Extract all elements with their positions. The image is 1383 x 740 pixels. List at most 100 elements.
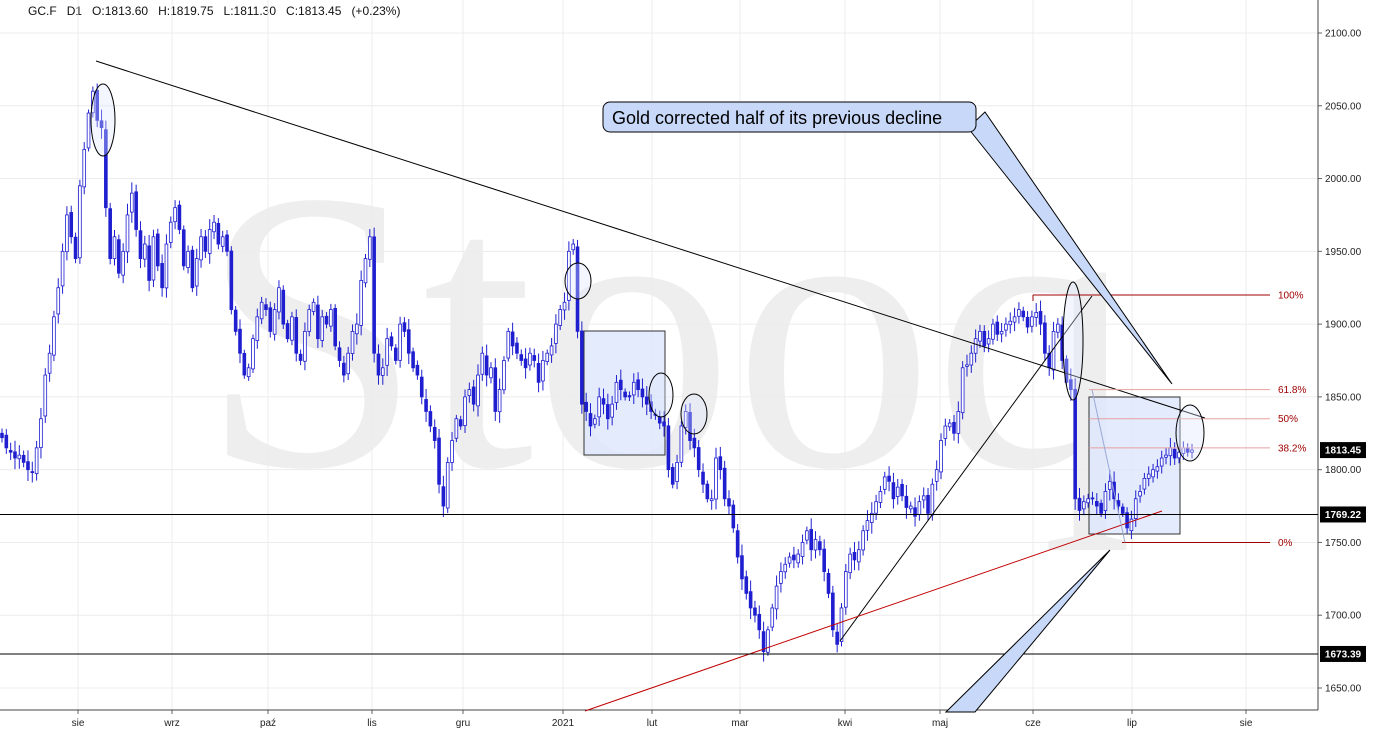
x-tick-label: sie bbox=[72, 718, 85, 729]
candle-body bbox=[173, 207, 177, 223]
candle-body bbox=[1155, 466, 1160, 472]
candle-body bbox=[986, 338, 991, 345]
candle-body bbox=[831, 592, 835, 631]
candle-body bbox=[554, 323, 558, 344]
candle-body bbox=[476, 374, 480, 407]
candle-body bbox=[147, 245, 151, 281]
candle-body bbox=[290, 316, 294, 341]
candle-body bbox=[874, 501, 878, 514]
candle-body bbox=[181, 229, 186, 267]
candle-body bbox=[536, 363, 541, 383]
candle-body bbox=[792, 554, 796, 561]
candle-body bbox=[939, 440, 943, 473]
price-tag-label: 1769.22 bbox=[1325, 510, 1362, 521]
candle-body bbox=[177, 204, 182, 230]
candle-body bbox=[1012, 316, 1017, 323]
fib-level-label: 100% bbox=[1278, 291, 1304, 302]
candle-body bbox=[242, 352, 247, 376]
price-tag-box bbox=[1320, 645, 1366, 662]
candle-body bbox=[155, 233, 160, 267]
candle-body bbox=[519, 354, 524, 361]
fib-diagonal bbox=[1091, 389, 1126, 543]
candle-body bbox=[973, 338, 978, 354]
candle-body bbox=[346, 352, 350, 375]
candle-body bbox=[493, 367, 498, 412]
candle-body bbox=[1146, 473, 1151, 479]
candle-body bbox=[640, 388, 645, 398]
candle-body bbox=[926, 494, 930, 514]
candle-body bbox=[844, 571, 848, 608]
candle-body bbox=[770, 607, 775, 628]
candle-body bbox=[727, 498, 731, 507]
candle-body bbox=[818, 541, 822, 551]
candle-body bbox=[688, 412, 692, 441]
candle-body bbox=[324, 315, 329, 325]
candle-body bbox=[372, 236, 376, 354]
highlight-ellipse bbox=[648, 372, 674, 418]
candle-body bbox=[545, 352, 550, 363]
price-tag-label: 1813.45 bbox=[1325, 446, 1362, 457]
candle-body bbox=[748, 591, 753, 609]
candle-body bbox=[878, 491, 883, 503]
highlight-ellipse bbox=[564, 262, 592, 300]
x-tick-label: 2021 bbox=[552, 718, 575, 729]
candle-body bbox=[744, 576, 749, 594]
candle-body bbox=[1064, 358, 1069, 383]
candle-body bbox=[1056, 323, 1060, 333]
candle-body bbox=[523, 358, 528, 369]
candle-body bbox=[368, 236, 372, 260]
candle-body bbox=[199, 236, 203, 261]
candle-body bbox=[450, 440, 454, 463]
candle-body bbox=[960, 367, 965, 414]
candle-body bbox=[484, 355, 489, 376]
candle-body bbox=[969, 352, 974, 366]
candle-body bbox=[528, 352, 532, 366]
candle-body bbox=[580, 330, 584, 405]
candle-body bbox=[813, 539, 818, 551]
highlight-ellipse bbox=[680, 393, 708, 435]
candle-body bbox=[307, 309, 312, 332]
candle-body bbox=[445, 461, 450, 509]
candle-body bbox=[761, 631, 766, 653]
candle-body bbox=[891, 482, 896, 500]
candle-body bbox=[398, 323, 402, 361]
candle-body bbox=[965, 364, 969, 367]
red-support-line bbox=[584, 510, 1163, 712]
candle-body bbox=[95, 89, 100, 121]
low-value: L:1811.30 bbox=[223, 4, 277, 18]
candle-body bbox=[272, 309, 277, 335]
candle-body bbox=[389, 336, 394, 347]
y-tick-label: 1950.00 bbox=[1325, 247, 1362, 258]
candle-body bbox=[683, 411, 688, 428]
candle-body bbox=[848, 553, 852, 574]
candle-body bbox=[614, 381, 619, 403]
candle-body bbox=[921, 495, 926, 501]
candle-body bbox=[1177, 451, 1181, 459]
candle-body bbox=[934, 469, 939, 482]
candle-body bbox=[333, 308, 337, 347]
candle-body bbox=[238, 328, 242, 354]
candle-body bbox=[567, 250, 571, 301]
highlight-ellipse bbox=[90, 83, 116, 157]
price-tags: 1813.45 1769.22 1673.39 bbox=[1320, 442, 1366, 662]
candle-body bbox=[359, 280, 363, 326]
candle-body bbox=[151, 236, 156, 281]
candle-body bbox=[861, 530, 865, 551]
candle-body bbox=[428, 411, 433, 427]
candle-body bbox=[130, 192, 134, 213]
candle-body bbox=[584, 401, 588, 412]
candle-body bbox=[497, 389, 502, 413]
candle-body bbox=[619, 379, 623, 391]
candle-body bbox=[631, 381, 636, 396]
candle-body bbox=[246, 367, 251, 378]
close-value: C:1813.45 bbox=[286, 4, 342, 18]
candle-body bbox=[1086, 498, 1090, 504]
candle-body bbox=[675, 461, 679, 483]
candle-body bbox=[510, 331, 515, 347]
y-axis: 1650.00 1700.00 1750.00 1800.00 1850.00 1900.… bbox=[1317, 0, 1362, 710]
fib-level-label: 50% bbox=[1278, 414, 1298, 425]
candle-body bbox=[787, 556, 792, 564]
candle-body bbox=[506, 330, 511, 359]
candle-body bbox=[350, 330, 355, 355]
